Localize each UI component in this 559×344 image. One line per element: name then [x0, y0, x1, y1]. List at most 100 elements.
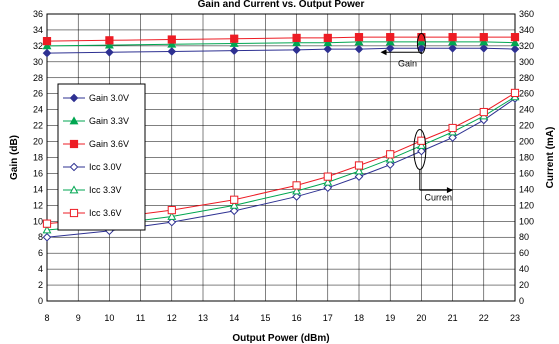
- gain-annotation-label: Gain: [398, 59, 417, 69]
- right-tick-label: 160: [519, 168, 534, 178]
- current-arrow-head: [446, 187, 453, 194]
- data-point: [323, 183, 333, 193]
- left-tick-label: 8: [38, 232, 43, 242]
- series-5: [42, 92, 520, 234]
- legend-swatch-marker: [69, 93, 79, 103]
- x-tick-label: 15: [260, 313, 270, 323]
- right-axis-title: Current (mA): [545, 127, 556, 189]
- legend-item: Gain 3.3V: [63, 116, 129, 126]
- data-point: [230, 34, 239, 43]
- data-point: [385, 154, 395, 163]
- data-point: [292, 38, 302, 47]
- legend-swatch-marker: [69, 208, 79, 218]
- data-point: [386, 33, 395, 42]
- data-point: [167, 217, 177, 227]
- data-point: [510, 88, 520, 98]
- data-point: [292, 45, 301, 55]
- data-point: [354, 161, 364, 170]
- data-point: [385, 37, 395, 46]
- right-tick-label: 360: [519, 9, 534, 19]
- x-axis-title: Output Power (dBm): [232, 333, 329, 344]
- data-point: [292, 192, 301, 201]
- data-point: [42, 48, 52, 58]
- data-point: [448, 43, 457, 53]
- right-axis-ticks: 0 20 40 60 80 100 120 140 160 180 200 220 240 260 280 3…: [519, 9, 534, 306]
- left-tick-label: 2: [38, 280, 43, 290]
- left-tick-label: 20: [33, 137, 43, 147]
- data-point: [323, 177, 333, 186]
- data-point: [42, 41, 52, 50]
- x-tick-label: 19: [385, 313, 395, 323]
- data-point: [167, 211, 177, 220]
- right-tick-label: 0: [519, 296, 524, 306]
- right-tick-label: 340: [519, 25, 534, 35]
- data-point: [229, 200, 239, 209]
- right-tick-label: 100: [519, 216, 534, 226]
- series-line: [46, 92, 516, 225]
- data-point: [104, 40, 114, 49]
- right-tick-label: 220: [519, 121, 534, 131]
- data-point: [386, 150, 395, 159]
- right-tick-label: 60: [519, 248, 529, 258]
- data-point: [167, 206, 176, 215]
- data-point: [385, 160, 395, 169]
- plot-frame: [46, 13, 516, 302]
- x-tick-label: 11: [136, 313, 145, 323]
- x-tick-label: 14: [229, 313, 239, 323]
- data-point: [354, 166, 364, 175]
- data-point: [292, 181, 301, 190]
- left-tick-label: 30: [33, 57, 43, 67]
- x-axis-ticks: 8 9 10 11 12 13 14 15 16 17 18 19 20 21 22 23: [44, 313, 520, 323]
- data-point: [479, 37, 489, 46]
- data-point: [354, 33, 364, 42]
- left-tick-label: 18: [33, 153, 43, 163]
- left-tick-label: 28: [33, 73, 43, 83]
- left-tick-label: 16: [33, 168, 43, 178]
- legend: Gain 3.0V Gain 3.3V Gain 3.6V Icc 3.0V Icc 3…: [57, 83, 146, 231]
- x-tick-label: 10: [104, 313, 114, 323]
- data-point: [448, 133, 457, 142]
- right-tick-label: 80: [519, 232, 529, 242]
- right-tick-label: 300: [519, 57, 534, 67]
- left-tick-label: 22: [33, 121, 43, 131]
- grid: [46, 13, 516, 302]
- legend-swatch-marker: [69, 162, 79, 172]
- legend-label: Icc 3.6V: [89, 208, 122, 218]
- data-point: [323, 33, 332, 43]
- data-point: [105, 36, 114, 45]
- x-tick-label: 16: [292, 313, 302, 323]
- series-2: [42, 37, 520, 50]
- data-point: [105, 47, 114, 57]
- x-tick-label: 21: [448, 313, 458, 323]
- right-tick-label: 180: [519, 153, 534, 163]
- legend-swatch-marker: [69, 139, 79, 149]
- x-tick-label: 23: [510, 313, 520, 323]
- data-point: [323, 172, 332, 181]
- left-axis-title: Gain (dB): [9, 135, 20, 180]
- left-tick-label: 10: [33, 216, 43, 226]
- right-tick-label: 200: [519, 137, 534, 147]
- data-point: [417, 136, 426, 145]
- series-layer: [42, 33, 520, 242]
- data-point: [229, 38, 239, 47]
- right-tick-label: 20: [519, 280, 529, 290]
- legend-box: [57, 83, 146, 231]
- data-point: [292, 186, 302, 195]
- series-line: [46, 36, 515, 42]
- series-1: [42, 43, 520, 58]
- left-tick-label: 36: [33, 9, 43, 19]
- data-point: [42, 219, 52, 228]
- x-tick-label: 17: [323, 313, 333, 323]
- data-point: [416, 140, 426, 149]
- data-point: [448, 123, 457, 133]
- data-point: [354, 44, 364, 54]
- data-point: [229, 46, 239, 55]
- series-line: [46, 41, 516, 47]
- data-point: [323, 38, 333, 47]
- left-tick-label: 34: [33, 25, 43, 35]
- series-6: [42, 88, 520, 228]
- x-tick-label: 13: [198, 313, 208, 323]
- legend-label: Gain 3.0V: [89, 93, 129, 103]
- gain-arrow-head: [380, 49, 387, 56]
- legend-item: Gain 3.0V: [63, 93, 129, 103]
